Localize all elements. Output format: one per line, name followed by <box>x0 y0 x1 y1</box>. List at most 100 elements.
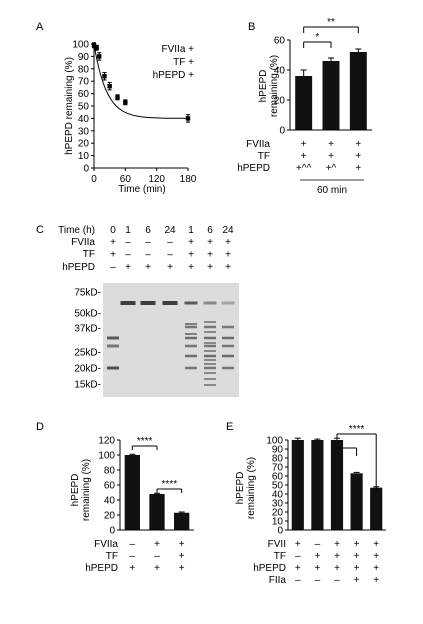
panel-a-x-tick-label: 180 <box>180 174 197 185</box>
panel-c-row-tf: TF <box>83 249 95 260</box>
panel-d-bar <box>149 494 165 530</box>
panel-d-bar <box>174 512 190 530</box>
panel-e-condition-sign: + <box>334 563 340 574</box>
panel-a-data-point <box>123 100 128 105</box>
panel-e-condition-sign: + <box>373 563 379 574</box>
panel-b-bar <box>349 52 367 130</box>
panel-c-band <box>204 342 216 344</box>
panel-c-band <box>185 336 197 340</box>
panel-c-marker-label: 25kD- <box>74 348 101 359</box>
panel-e-condition-sign: + <box>373 539 379 550</box>
panel-b-letter: B <box>248 21 255 33</box>
panel-e-y-tick-label: 30 <box>272 499 284 510</box>
panel-c-condition-sign: – <box>167 237 173 248</box>
panel-c-band <box>204 354 216 358</box>
panel-d-row-hpepd: hPEPD <box>85 563 118 574</box>
panel-d-bar <box>124 455 140 530</box>
panel-e-condition-sign: + <box>334 551 340 562</box>
panel-c-condition-sign: + <box>110 237 116 248</box>
panel-e-condition-sign: – <box>295 551 301 562</box>
panel-d-y-tick-label: 120 <box>98 436 115 447</box>
panel-c-condition-sign: + <box>207 237 213 248</box>
panel-e-y-tick-label: 80 <box>272 454 284 465</box>
panel-c-row-hpepd: hPEPD <box>62 262 95 273</box>
panel-e-y-tick-label: 0 <box>277 526 283 537</box>
panel-c-marker-label: 15kD- <box>74 380 101 391</box>
panel-e-y-tick-label: 20 <box>272 508 284 519</box>
panel-b-condition-sign: +^^ <box>296 163 312 174</box>
panel-c-band <box>162 301 178 305</box>
panel-c-marker-label: 20kD- <box>74 364 101 375</box>
panel-e-condition-sign: – <box>295 575 301 586</box>
panel-c-band <box>221 301 235 305</box>
panel-b-row-tf: TF <box>258 151 270 162</box>
panel-a-y-tick-label: 30 <box>78 126 90 137</box>
panel-c-band <box>204 363 216 365</box>
panel-d-condition-sign: – <box>130 551 136 562</box>
panel-c-condition-sign: + <box>188 237 194 248</box>
panel-c-condition-sign: + <box>225 237 231 248</box>
panel-c: C Time (h) FVIIa TF hPEPD + – – – + + ++ – – – + + +… <box>36 224 239 397</box>
panel-c-time-value: 24 <box>164 225 176 236</box>
panel-e-row-fvii: FVII <box>268 539 286 550</box>
panel-a-letter: A <box>36 21 44 33</box>
panel-d-chart: 0 20 40 60 80 100 120 **** **** <box>98 436 194 537</box>
panel-c-band <box>222 325 234 329</box>
panel-a-y-tick-label: 100 <box>72 40 89 51</box>
panel-e-row-tf: TF <box>274 551 286 562</box>
panel-d-condition-sign: + <box>129 563 135 574</box>
panel-c-condition-sign: + <box>188 262 194 273</box>
panel-e-condition-sign: + <box>334 539 340 550</box>
panel-a-y-tick-label: 10 <box>78 151 90 162</box>
panel-c-condition-sign: + <box>167 262 173 273</box>
panel-c-band <box>184 301 198 305</box>
panel-e-condition-sign: + <box>373 551 379 562</box>
panel-c-band <box>204 384 216 386</box>
panel-c-band <box>204 350 216 352</box>
panel-a-y-tick-label: 20 <box>78 139 90 150</box>
panel-e-condition-sign: – <box>315 539 321 550</box>
panel-c-band <box>185 333 197 335</box>
panel-b-short-significance-label: * <box>315 32 319 43</box>
panel-e-bar <box>291 440 304 530</box>
panel-a-data-point <box>115 95 120 100</box>
panel-b-condition-sign: + <box>355 139 361 150</box>
panel-b-bar <box>322 61 340 130</box>
panel-a-data-point <box>185 116 191 121</box>
panel-c-band <box>107 336 119 340</box>
panel-c-band <box>185 366 197 370</box>
panel-c-time-value: 1 <box>188 225 194 236</box>
panel-b-condition-sign: + <box>355 163 361 174</box>
panel-b-condition-sign: + <box>301 151 307 162</box>
panel-e-condition-sign: + <box>354 551 360 562</box>
panel-c-condition-sign: – <box>125 250 131 261</box>
panel-d-ylabel-line-1: hPEPD <box>70 474 81 507</box>
panel-e-bar <box>350 473 363 530</box>
panel-c-condition-sign: – <box>167 250 173 261</box>
panel-a-y-tick-label: 60 <box>78 89 90 100</box>
panel-d-row-fviia: FVIIa <box>94 539 118 550</box>
panel-c-condition-sign: + <box>207 262 213 273</box>
panel-a-y-tick-label: 50 <box>78 102 90 113</box>
panel-a-data-point <box>94 45 99 50</box>
panel-a-y-tick-label: 40 <box>78 114 90 125</box>
panel-d-condition-sign: + <box>179 563 185 574</box>
panel-a-x-tick-label: 0 <box>91 174 97 185</box>
panel-e-condition-sign: + <box>354 539 360 550</box>
panel-a-y-tick-label: 0 <box>83 164 89 175</box>
panel-c-condition-sign: + <box>188 250 194 261</box>
panel-c-time-value: 6 <box>145 225 151 236</box>
panel-e-y-tick-label: 10 <box>272 517 284 528</box>
panel-a-legend-tf: TF + <box>173 57 194 68</box>
panel-c-band <box>222 336 234 340</box>
panel-c-band <box>204 325 216 329</box>
panel-c-band <box>204 336 216 340</box>
panel-e-ylabel-line-1: hPEPD <box>235 472 246 505</box>
panel-c-band <box>185 323 197 325</box>
panel-c-condition-sign: + <box>225 250 231 261</box>
panel-b-y-tick-label: 0 <box>279 126 285 137</box>
